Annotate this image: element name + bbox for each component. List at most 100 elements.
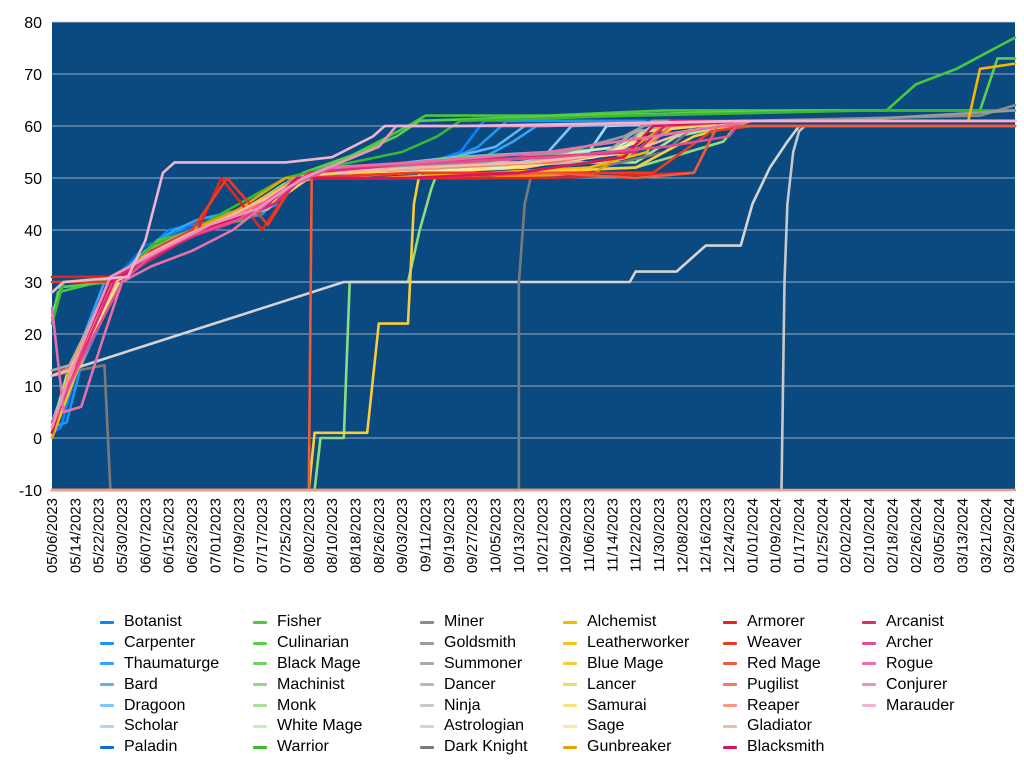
legend-item: Sage	[563, 716, 713, 737]
legend-swatch	[862, 704, 876, 708]
legend-swatch	[253, 745, 267, 749]
legend-swatch	[563, 745, 577, 749]
legend-label: Carpenter	[124, 634, 196, 652]
series-line-dark-knight	[50, 124, 1017, 492]
y-tick-label: 70	[24, 67, 42, 84]
y-tick-label: -10	[19, 483, 42, 500]
legend-item: Gladiator	[723, 716, 873, 737]
legend-item: Carpenter	[100, 633, 250, 654]
legend-item: Monk	[253, 695, 403, 716]
y-tick-label: 10	[24, 379, 42, 396]
x-tick-label: 01/01/2024	[744, 498, 761, 573]
series-line-rogue	[50, 119, 1017, 414]
legend-label: Archer	[886, 634, 934, 652]
plot-area	[52, 22, 1015, 490]
x-tick-label: 05/06/2023	[44, 498, 61, 573]
x-axis: 05/06/2023 05/14/2023 05/22/2023 05/30/2023…	[44, 498, 1018, 573]
legend-item: Paladin	[100, 737, 250, 758]
x-tick-label: 11/30/2023	[651, 498, 668, 572]
legend-item: Lancer	[563, 674, 713, 695]
legend-swatch	[100, 724, 114, 728]
y-tick-label: 0	[33, 431, 42, 448]
legend-swatch	[100, 620, 114, 624]
legend-swatch	[723, 620, 737, 624]
legend-label: Scholar	[124, 717, 179, 735]
legend-item: Samurai	[563, 695, 713, 716]
legend-column: Miner Goldsmith Summoner Dancer Ninja Astrolo…	[420, 612, 570, 758]
legend-swatch	[563, 620, 577, 624]
legend-column: Arcanist Archer Rogue Conjurer Marauder	[862, 612, 1012, 716]
legend-column: Fisher Culinarian Black Mage Machinist Monk W…	[253, 612, 403, 758]
legend-item: Thaumaturge	[100, 654, 250, 675]
series-line-red-mage	[50, 124, 1017, 492]
legend-label: Blue Mage	[587, 654, 664, 672]
legend-item: Dancer	[420, 674, 570, 695]
legend-swatch	[723, 662, 737, 666]
legend-label: Leatherworker	[587, 634, 690, 652]
series-line-marauder	[50, 119, 1017, 294]
x-tick-label: 12/16/2023	[698, 498, 715, 573]
legend-swatch	[862, 662, 876, 666]
legend-item: Leatherworker	[563, 633, 713, 654]
legend-column: Alchemist Leatherworker Blue Mage Lancer Sam…	[563, 612, 713, 758]
legend-swatch	[723, 724, 737, 728]
legend-label: Lancer	[587, 675, 636, 693]
legend-item: Dark Knight	[420, 737, 570, 758]
legend-label: Armorer	[747, 613, 805, 631]
x-tick-label: 02/18/2024	[884, 498, 901, 573]
y-tick-label: 80	[24, 15, 42, 32]
legend-item: Dragoon	[100, 695, 250, 716]
legend-swatch	[420, 724, 434, 728]
legend-swatch	[253, 620, 267, 624]
legend-swatch	[253, 704, 267, 708]
x-tick-label: 03/13/2024	[954, 498, 971, 573]
x-tick-label: 08/02/2023	[301, 498, 318, 573]
y-axis: -10 0 10 20 30 40 50 60 70 80	[19, 15, 42, 500]
legend-swatch	[100, 704, 114, 708]
legend-item: Arcanist	[862, 612, 1012, 633]
legend-item: Archer	[862, 633, 1012, 654]
legend-item: Culinarian	[253, 633, 403, 654]
legend-swatch	[420, 704, 434, 708]
x-tick-label: 09/19/2023	[441, 498, 458, 573]
legend-label: Warrior	[277, 738, 329, 756]
legend-label: Miner	[444, 613, 485, 631]
x-tick-label: 11/14/2023	[604, 498, 621, 572]
x-tick-label: 02/10/2024	[861, 498, 878, 573]
legend-item: Goldsmith	[420, 633, 570, 654]
legend-item: Summoner	[420, 654, 570, 675]
legend-label: Blacksmith	[747, 738, 825, 756]
legend-swatch	[100, 662, 114, 666]
legend-item: Weaver	[723, 633, 873, 654]
legend-swatch	[100, 641, 114, 645]
x-tick-label: 08/10/2023	[324, 498, 341, 573]
x-tick-label: 01/17/2024	[791, 498, 808, 573]
legend-swatch	[420, 641, 434, 645]
legend-label: Machinist	[277, 675, 345, 693]
legend-item: White Mage	[253, 716, 403, 737]
legend-item: Armorer	[723, 612, 873, 633]
x-tick-label: 01/25/2024	[814, 498, 831, 573]
legend-swatch	[420, 662, 434, 666]
x-tick-label: 01/09/2024	[768, 498, 785, 573]
legend-label: Marauder	[886, 696, 955, 714]
legend-item: Machinist	[253, 674, 403, 695]
x-tick-label: 07/25/2023	[277, 498, 294, 573]
legend-item: Scholar	[100, 716, 250, 737]
x-tick-label: 03/29/2024	[1001, 498, 1018, 573]
x-tick-label: 05/30/2023	[114, 498, 131, 573]
x-tick-label: 09/27/2023	[464, 498, 481, 573]
x-tick-label: 08/18/2023	[347, 498, 364, 573]
legend-item: Astrologian	[420, 716, 570, 737]
legend-item: Warrior	[253, 737, 403, 758]
legend-item: Conjurer	[862, 674, 1012, 695]
legend-label: Astrologian	[444, 717, 525, 735]
x-tick-label: 07/09/2023	[231, 498, 248, 573]
legend-label: Dragoon	[124, 696, 186, 714]
x-tick-label: 05/14/2023	[67, 498, 84, 573]
legend-label: Paladin	[124, 738, 178, 756]
x-tick-label: 03/05/2024	[931, 498, 948, 573]
legend-swatch	[100, 683, 114, 687]
legend-swatch	[723, 745, 737, 749]
x-tick-label: 10/13/2023	[511, 498, 528, 573]
